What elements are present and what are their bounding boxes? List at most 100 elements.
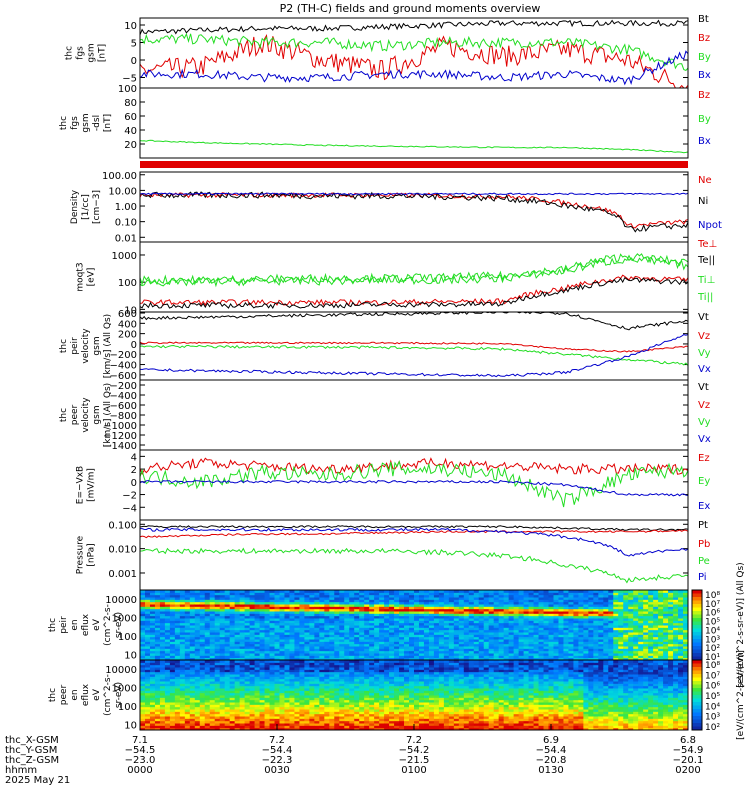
heatmap-cell	[174, 657, 181, 661]
heatmap-cell	[314, 639, 320, 642]
heatmap-cell	[428, 597, 435, 600]
heatmap-cell	[389, 622, 395, 626]
heatmap-cell	[289, 678, 295, 682]
heatmap-cell	[374, 634, 380, 638]
series-line-Ti⊥	[139, 253, 689, 286]
heatmap-cell	[443, 615, 450, 619]
heatmap-cell	[164, 720, 171, 724]
heatmap-cell	[673, 632, 679, 635]
heatmap-cell	[678, 625, 684, 628]
heatmap-cell	[179, 702, 186, 705]
heatmap-cell	[159, 629, 166, 633]
heatmap-cell	[269, 664, 276, 668]
heatmap-cell	[204, 606, 211, 610]
heatmap-cell	[294, 664, 300, 668]
heatmap-cell	[219, 618, 226, 621]
heatmap-cell	[683, 641, 689, 645]
heatmap-cell	[234, 711, 241, 715]
heatmap-cell	[324, 713, 330, 717]
heatmap-cell	[339, 720, 345, 724]
heatmap-cell	[433, 599, 440, 603]
heatmap-cell	[179, 613, 186, 617]
heatmap-cell	[468, 646, 475, 649]
heatmap-cell	[209, 713, 216, 717]
heatmap-cell	[553, 646, 559, 649]
heatmap-cell	[319, 599, 325, 603]
heatmap-cell	[359, 629, 365, 633]
heatmap-cell	[578, 601, 584, 605]
heatmap-cell	[379, 594, 385, 598]
heatmap-cell	[269, 720, 276, 724]
heatmap-cell	[224, 641, 231, 645]
heatmap-cell	[324, 615, 330, 619]
heatmap-cell	[498, 594, 505, 598]
heatmap-cell	[508, 615, 515, 619]
y-tick-label: 0	[131, 478, 137, 489]
heatmap-cell	[483, 622, 490, 626]
heatmap-cell	[259, 650, 266, 654]
series-line-Vx	[139, 334, 689, 378]
y-tick-label: 1000	[112, 613, 137, 624]
heatmap-cell	[683, 643, 689, 647]
heatmap-cell	[488, 641, 495, 645]
heatmap-cell	[179, 690, 186, 694]
heatmap-cell	[638, 627, 644, 631]
heatmap-cell	[374, 632, 380, 635]
heatmap-cell	[189, 650, 196, 654]
legend-entry: Pb	[698, 539, 710, 550]
heatmap-cell	[314, 727, 320, 731]
heatmap-cell	[638, 639, 644, 642]
heatmap-cell	[199, 685, 206, 689]
heatmap-cell	[259, 613, 266, 617]
heatmap-cell	[199, 650, 206, 654]
heatmap-cell	[598, 636, 604, 640]
heatmap-cell	[339, 688, 345, 691]
heatmap-cell	[169, 632, 176, 635]
heatmap-cell	[349, 704, 355, 708]
heatmap-cell	[533, 648, 540, 652]
heatmap-cell	[344, 671, 350, 675]
heatmap-cell	[159, 716, 166, 719]
heatmap-cell	[628, 646, 634, 649]
heatmap-cell	[149, 601, 156, 605]
heatmap-cell	[279, 599, 285, 603]
heatmap-cell	[219, 601, 226, 605]
heatmap-cell	[623, 613, 629, 617]
heatmap-cell	[329, 671, 335, 675]
heatmap-cell	[648, 622, 654, 626]
heatmap-cell	[528, 629, 535, 633]
heatmap-cell	[573, 615, 579, 619]
heatmap-cell	[339, 702, 345, 705]
heatmap-cell	[184, 683, 191, 687]
heatmap-cell	[259, 681, 266, 684]
heatmap-cell	[319, 692, 325, 696]
heatmap-cell	[433, 627, 440, 631]
heatmap-cell	[628, 597, 634, 600]
heatmap-cell	[199, 709, 206, 712]
heatmap-cell	[244, 697, 251, 701]
heatmap-cell	[683, 622, 689, 626]
heatmap-cell	[249, 608, 256, 612]
heatmap-cell	[648, 641, 654, 645]
heatmap-cell	[623, 620, 629, 624]
heatmap-cell	[219, 692, 226, 696]
heatmap-cell	[179, 599, 186, 603]
heatmap-cell	[359, 692, 365, 696]
heatmap-cell	[140, 653, 146, 656]
heatmap-cell	[294, 676, 300, 680]
heatmap-cell	[284, 629, 290, 633]
heatmap-cell	[418, 604, 425, 607]
heatmap-cell	[289, 674, 295, 677]
colorbar-cell	[692, 646, 702, 650]
heatmap-cell	[314, 699, 320, 703]
heatmap-cell	[463, 625, 470, 628]
heatmap-cell	[623, 594, 629, 598]
heatmap-cell	[608, 629, 614, 633]
heatmap-cell	[184, 720, 191, 724]
heatmap-cell	[244, 625, 251, 628]
heatmap-cell	[209, 660, 216, 663]
heatmap-cell	[478, 643, 485, 647]
heatmap-cell	[199, 641, 206, 645]
heatmap-cell	[164, 688, 171, 691]
heatmap-cell	[334, 629, 340, 633]
